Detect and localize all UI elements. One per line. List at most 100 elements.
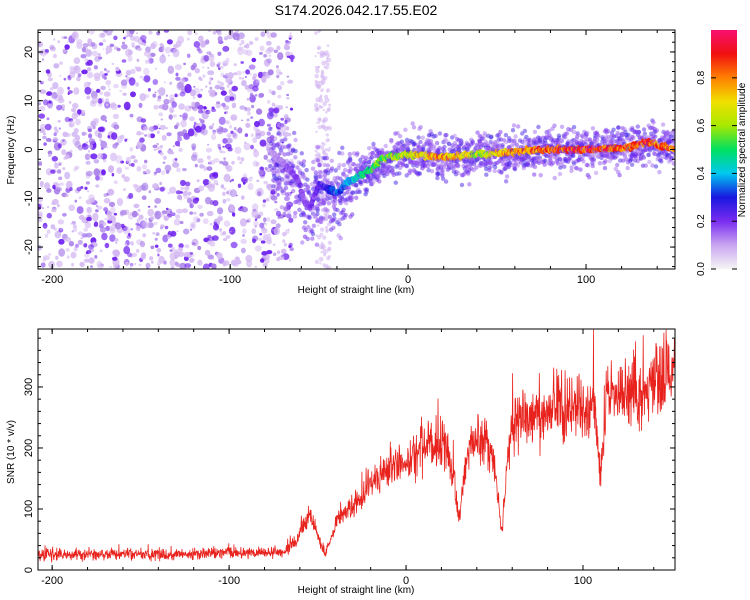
noise-speck [194,68,200,74]
noise-speck [228,89,233,94]
noise-speck [248,64,256,70]
ridge-halo [283,137,288,142]
noise-speck [73,127,79,134]
ridge-halo [348,157,353,162]
ridge-halo [653,134,658,139]
noise-speck [112,143,118,149]
noise-speck [191,101,196,108]
noise-speck [142,233,146,238]
noise-speck [111,173,115,177]
ridge-halo [564,131,570,136]
noise-speck [264,223,268,226]
noise-speck [187,72,192,77]
noise-speck [172,48,180,58]
noise-speck [39,89,47,94]
noise-speck [282,211,287,216]
ridge-halo [467,182,472,187]
noise-speck [191,145,196,151]
noise-speck [258,92,265,98]
noise-speck [178,243,184,249]
noise-speck [144,59,151,64]
ridge-halo [332,201,338,206]
noise-speck [77,144,84,151]
noise-speck [179,91,186,97]
noise-speck [216,128,224,135]
ridge-halo [325,208,330,213]
noise-speck [189,116,195,122]
noise-speck [73,227,78,232]
ridge-halo [442,144,447,150]
noise-speck [96,260,103,268]
noise-speck [49,46,57,52]
noise-speck [217,216,223,222]
noise-speck [241,80,247,87]
noise-speck [148,30,153,35]
noise-speck [283,242,288,247]
ridge-halo [651,120,656,125]
noise-speck [328,146,331,149]
snr-y-label: SNR (10 * v/v) [6,420,17,484]
noise-speck [320,105,324,109]
ridge-halo [343,167,348,173]
noise-speck [117,104,121,108]
noise-speck [158,255,165,264]
ridge-halo [376,173,381,178]
ridge-halo [304,199,310,204]
noise-speck [122,92,127,96]
noise-speck [241,206,249,213]
noise-speck [274,200,278,204]
ridge-halo [631,135,636,140]
noise-speck [77,231,84,236]
noise-speck [174,93,178,98]
noise-speck [105,98,109,103]
noise-speck [224,111,227,115]
ridge-halo [536,124,541,130]
noise-speck [288,217,294,223]
noise-speck [123,36,126,40]
ridge-halo [341,207,346,213]
x-tick-label: -200 [41,274,63,286]
noise-speck [81,69,88,75]
noise-speck [99,263,104,267]
noise-speck [123,188,126,191]
noise-speck [105,225,111,231]
noise-speck [327,246,332,251]
noise-speck [71,220,76,225]
noise-speck [172,162,180,168]
noise-speck [95,209,99,213]
noise-speck [82,244,85,247]
noise-speck [170,151,175,155]
noise-speck [159,181,162,186]
noise-speck [111,256,118,261]
ridge-halo [603,159,608,164]
noise-speck [240,157,245,162]
noise-speck [73,87,80,95]
noise-speck [286,75,290,78]
noise-speck [260,258,265,263]
noise-speck [125,75,128,78]
ridge-halo [395,131,400,136]
noise-speck [53,227,57,231]
noise-speck [247,111,251,116]
noise-speck [176,230,179,233]
noise-speck [222,145,225,148]
noise-speck [56,93,59,96]
noise-speck [84,132,88,136]
noise-speck [239,43,242,46]
noise-speck [281,254,284,258]
noise-speck [55,129,59,134]
noise-speck [260,31,266,37]
noise-speck [240,176,247,183]
ridge-halo [399,139,405,144]
noise-speck [284,119,288,125]
noise-speck [109,225,115,232]
noise-speck [226,133,232,138]
noise-speck [57,219,65,225]
noise-speck [219,86,225,91]
noise-speck [112,264,120,269]
noise-speck [85,232,93,238]
noise-speck [78,196,82,200]
noise-speck [87,149,91,153]
noise-speck [90,153,98,160]
noise-speck [223,187,227,191]
